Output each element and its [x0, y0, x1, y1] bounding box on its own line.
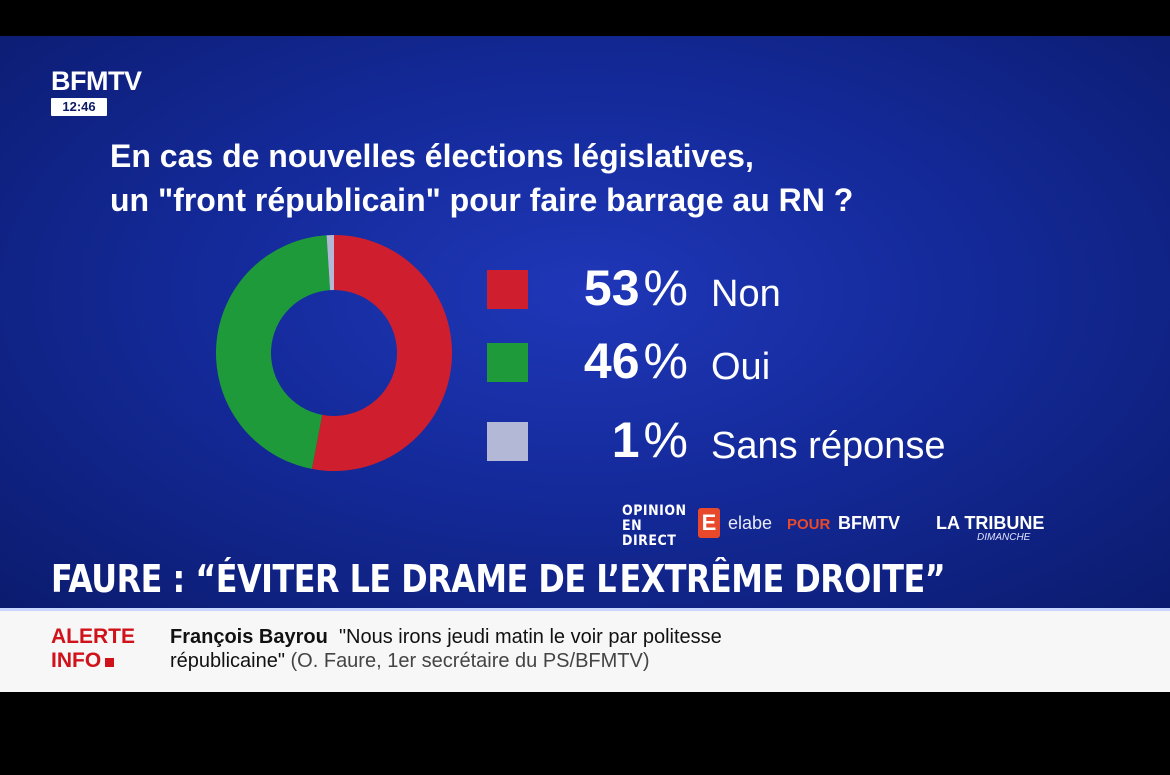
clock: 12:46 — [51, 98, 107, 116]
dimanche-label: DIMANCHE — [977, 532, 1031, 543]
headline-banner: FAURE : “ÉVITER LE DRAME DE L’EXTRÊME DR… — [51, 557, 946, 601]
legend-label-oui: Oui — [711, 346, 771, 388]
question-line-1: En cas de nouvelles élections législativ… — [110, 138, 754, 174]
ticker-quote-2: républicaine" — [170, 650, 285, 672]
elabe-icon: E — [698, 508, 720, 538]
alerte-info-badge: ALERTE INFO — [51, 625, 135, 672]
legend-swatch-sans-reponse — [487, 422, 528, 461]
ticker-source: (O. Faure, 1er secrétaire du PS/BFMTV) — [290, 650, 650, 672]
opinion-en-direct-logo: OPINION EN DIRECT — [622, 503, 687, 549]
legend-label-non: Non — [711, 273, 781, 315]
slice-non — [311, 235, 453, 471]
legend-swatch-oui — [487, 343, 528, 382]
ticker-quote-1: "Nous irons jeudi matin le voir par poli… — [338, 626, 722, 648]
bfmtv-source-logo: BFMTV — [838, 513, 900, 533]
ticker-name: François Bayrou — [170, 626, 328, 648]
elabe-logo: elabe — [728, 513, 773, 533]
ticker-text: François Bayrou "Nous irons jeudi matin … — [170, 625, 1130, 673]
slice-sans-reponse — [326, 235, 334, 291]
broadcast-screen: BFMTV 12:46 En cas de nouvelles élection… — [0, 36, 1170, 608]
legend-value-non: 53% — [583, 260, 688, 316]
donut-chart — [216, 235, 453, 471]
legend-value-sans-reponse: 1% — [611, 412, 688, 468]
legend-swatch-non — [487, 270, 528, 309]
poll-question: En cas de nouvelles élections législativ… — [110, 134, 1070, 222]
legend-label-sans-reponse: Sans réponse — [711, 425, 946, 467]
question-line-2: un "front républicain" pour faire barrag… — [110, 182, 854, 218]
news-ticker: ALERTE INFO François Bayrou "Nous irons … — [0, 608, 1170, 692]
la-tribune-logo: LA TRIBUNE — [936, 513, 1045, 533]
legend-value-oui: 46% — [583, 333, 688, 389]
alert-square-icon — [105, 658, 115, 667]
pour-label: POUR — [787, 516, 831, 533]
channel-logo: BFMTV — [51, 66, 142, 96]
slice-oui — [216, 235, 331, 469]
